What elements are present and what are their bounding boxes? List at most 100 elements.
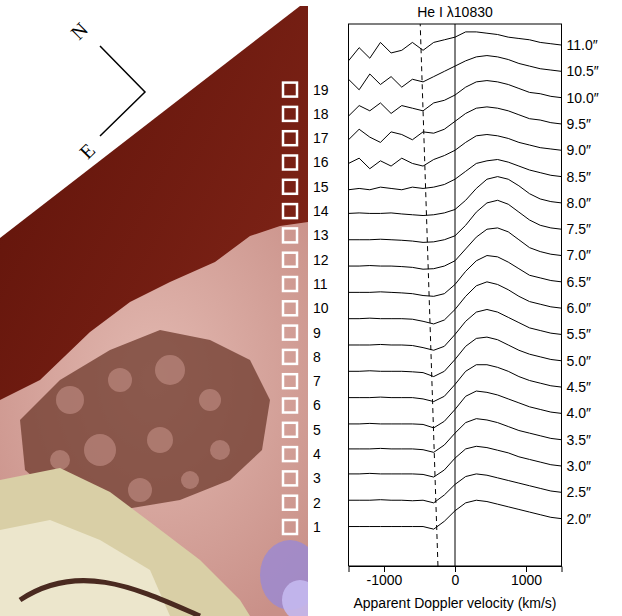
image-patch: [50, 450, 70, 470]
x-tick-label: 0: [452, 572, 460, 588]
compass-label: E: [75, 139, 99, 163]
series-label: 7.0″: [567, 247, 591, 263]
aperture-box: [283, 471, 297, 485]
figure: NE123456789101112131415161718192.0″2.5″3…: [0, 0, 622, 616]
spectrum-line: [349, 391, 562, 428]
spectrum-line: [349, 282, 562, 324]
x-axis: -1000 0 1000: [349, 566, 562, 588]
image-patch: [108, 368, 132, 392]
compass-arrow: [100, 46, 145, 136]
image-patch: [128, 478, 152, 502]
apertures: 12345678910111213141516171819: [283, 82, 329, 535]
image-patch: [147, 427, 173, 453]
x-tick: -1000: [367, 566, 403, 588]
aperture-box: [283, 228, 297, 242]
aperture-box: [283, 447, 297, 461]
series-label: 7.5″: [567, 221, 591, 237]
aperture-label: 11: [313, 276, 328, 292]
x-tick-label: -1000: [367, 572, 403, 588]
image-region: [0, 222, 308, 616]
aperture-label: 19: [313, 82, 329, 98]
image-region: [0, 468, 250, 616]
image-patch: [56, 386, 84, 414]
plot-frame: [349, 24, 562, 566]
aperture-label: 4: [313, 446, 321, 462]
aperture-label: 6: [313, 397, 321, 413]
image-patch: [84, 434, 116, 466]
aperture-box: [283, 156, 297, 170]
series-label: 5.0″: [567, 353, 591, 369]
spectrum-line: [349, 32, 562, 61]
image-patch: [210, 440, 230, 460]
aperture-label: 18: [313, 106, 329, 122]
spectrum-line: [349, 365, 562, 402]
spectrum-line: [349, 228, 562, 269]
spectrum-line: [349, 256, 562, 297]
series-label: 8.5″: [567, 169, 591, 185]
plot-marks: [349, 24, 562, 566]
series-label: 9.5″: [567, 116, 591, 132]
aperture-label: 13: [313, 227, 329, 243]
image-region: [282, 580, 318, 616]
spectrum-line: [349, 160, 562, 190]
x-tick: 1000: [511, 566, 542, 588]
compass: NE: [66, 18, 145, 163]
series-label: 5.5″: [567, 326, 591, 342]
aperture-label: 16: [313, 154, 329, 170]
chart-title: He I λ10830: [417, 4, 493, 20]
aperture-label: 15: [313, 179, 329, 195]
aperture-box: [283, 204, 297, 218]
image-region: [0, 520, 170, 616]
spectrum-line: [349, 56, 562, 90]
spectrum-line: [349, 474, 562, 503]
series-label: 3.0″: [567, 458, 591, 474]
aperture-label: 3: [313, 470, 321, 486]
x-tick-label: 1000: [511, 572, 542, 588]
series-label: 10.0″: [567, 90, 599, 106]
series-label: 8.0″: [567, 195, 591, 211]
series-label: 2.5″: [567, 484, 591, 500]
image-streak: [20, 581, 200, 616]
aperture-box: [283, 496, 297, 510]
aperture-label: 2: [313, 495, 321, 511]
image-patch: [181, 471, 199, 489]
image-ground: [0, 0, 308, 616]
aperture-label: 12: [313, 252, 329, 268]
series-label: 3.5″: [567, 432, 591, 448]
aperture-label: 8: [313, 349, 321, 365]
series-label: 9.0″: [567, 142, 591, 158]
series-label: 2.0″: [567, 511, 591, 527]
aperture-box: [283, 253, 297, 267]
aperture-box: [283, 399, 297, 413]
x-tick: 0: [452, 566, 460, 588]
series-label: 11.0″: [567, 37, 598, 53]
aperture-label: 10: [313, 300, 329, 316]
series-labels: 2.0″2.5″3.0″3.5″4.0″4.5″5.0″5.5″6.0″6.5″…: [567, 37, 599, 527]
aperture-box: [283, 520, 297, 534]
aperture-box: [283, 180, 297, 194]
sky-image: [0, 0, 320, 616]
aperture-label: 7: [313, 373, 321, 389]
spectrum-line: [349, 200, 562, 242]
x-axis-title: Apparent Doppler velocity (km/s): [353, 595, 556, 611]
spectrum-line: [349, 81, 562, 117]
aperture-box: [283, 326, 297, 340]
aperture-label: 14: [313, 203, 329, 219]
series-label: 4.5″: [567, 379, 591, 395]
spectrum-line: [349, 107, 562, 143]
aperture-label: 17: [313, 130, 329, 146]
series-label: 6.0″: [567, 300, 591, 316]
aperture-box: [283, 277, 297, 291]
spectrum-line: [349, 337, 562, 376]
aperture-box: [283, 423, 297, 437]
spectrum-line: [349, 177, 562, 216]
image-patch: [199, 389, 221, 411]
aperture-box: [283, 301, 297, 315]
spectrum-line: [349, 446, 562, 477]
series-label: 10.5″: [567, 63, 599, 79]
aperture-box: [283, 350, 297, 364]
aperture-box: [283, 374, 297, 388]
series-label: 4.0″: [567, 405, 591, 421]
spectrum-line: [349, 309, 562, 350]
aperture-box: [283, 83, 297, 97]
